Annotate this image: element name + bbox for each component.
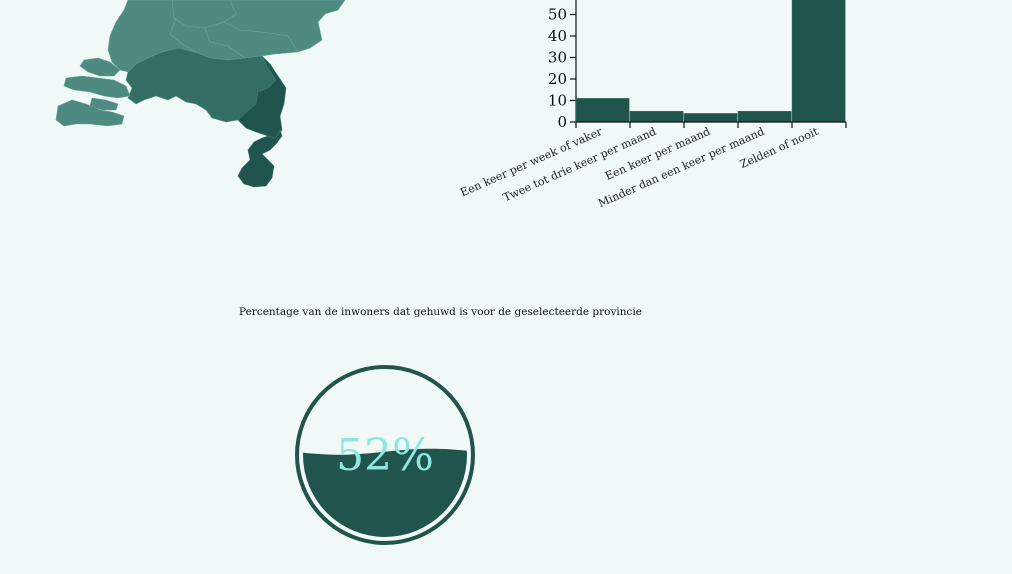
map-region-limburg[interactable] [237, 129, 283, 188]
y-tick-label: 50 [548, 6, 567, 24]
map-region-zeeland-2[interactable] [63, 75, 131, 99]
map-region-zeeland-1[interactable] [79, 57, 121, 77]
map-region-east[interactable] [237, 55, 287, 139]
bar-4[interactable] [791, 0, 846, 123]
gauge-value-label: 52% [336, 430, 434, 481]
bar-y-axis: 0 10 20 30 40 50 [548, 0, 577, 131]
gauge-fill [303, 448, 467, 537]
gauge-title: Percentage van de inwoners dat gehuwd is… [239, 306, 642, 318]
y-tick-label: 20 [548, 70, 567, 88]
y-tick-label: 0 [557, 113, 567, 131]
y-tick-label: 10 [548, 92, 567, 110]
map-regions[interactable] [55, 0, 346, 188]
y-tick-label: 40 [548, 27, 567, 45]
y-tick-label: 30 [548, 49, 567, 67]
map-region-zeeland-4[interactable] [55, 99, 125, 127]
bar-bars [575, 0, 846, 123]
gauge-outer-ring [295, 365, 475, 545]
